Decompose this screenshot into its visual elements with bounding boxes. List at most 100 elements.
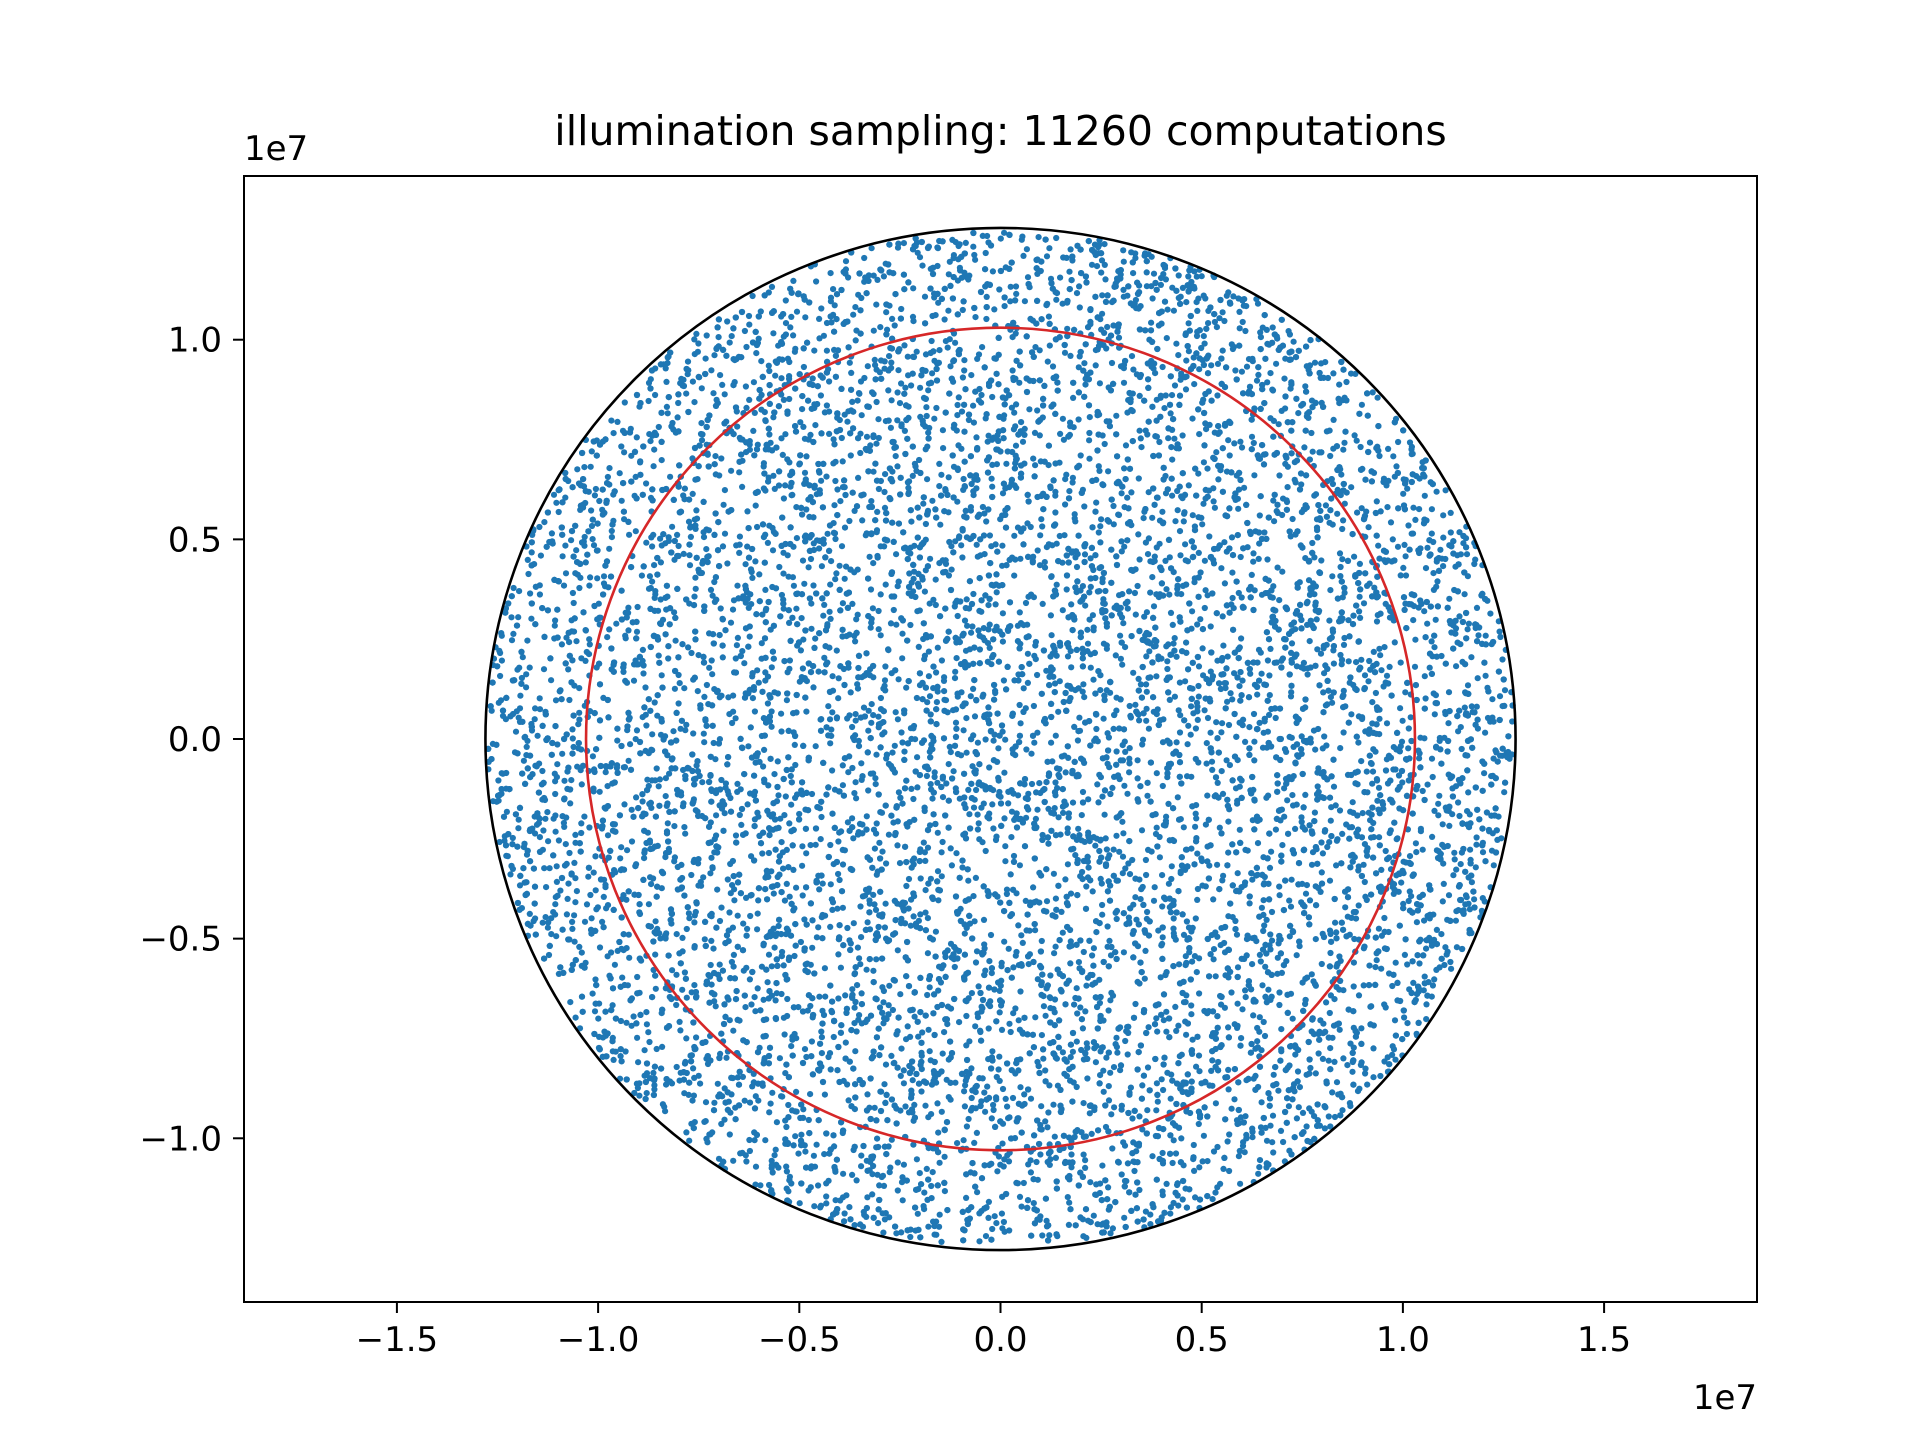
scatter-point — [1046, 245, 1053, 252]
scatter-point — [1391, 639, 1398, 646]
scatter-point — [1211, 504, 1218, 511]
scatter-point — [1329, 699, 1336, 706]
scatter-point — [955, 394, 962, 401]
scatter-point — [1064, 861, 1071, 868]
scatter-point — [1267, 645, 1274, 653]
scatter-point — [1308, 861, 1316, 868]
scatter-point — [979, 1005, 986, 1012]
scatter-point — [1101, 241, 1108, 248]
scatter-point — [953, 655, 960, 662]
scatter-point — [1334, 510, 1341, 517]
scatter-point — [1007, 1028, 1014, 1036]
scatter-point — [1375, 925, 1382, 932]
scatter-point — [936, 347, 943, 354]
scatter-point — [1435, 800, 1442, 807]
scatter-point — [1159, 1149, 1166, 1157]
scatter-point — [693, 1034, 700, 1041]
scatter-point — [854, 397, 861, 404]
scatter-point — [1120, 247, 1127, 254]
scatter-point — [682, 830, 689, 837]
scatter-point — [715, 334, 722, 341]
scatter-point — [650, 1069, 657, 1076]
scatter-point — [972, 959, 980, 966]
scatter-point — [760, 763, 767, 770]
scatter-point — [1085, 796, 1092, 803]
scatter-point — [689, 378, 697, 385]
scatter-point — [1110, 1064, 1118, 1071]
scatter-point — [731, 897, 738, 904]
scatter-point — [989, 1225, 996, 1233]
scatter-point — [1403, 1030, 1410, 1038]
scatter-point — [1066, 1199, 1073, 1206]
scatter-point — [752, 502, 759, 509]
scatter-point — [908, 785, 915, 793]
scatter-point — [936, 483, 943, 490]
scatter-point — [1381, 644, 1388, 651]
scatter-point — [1445, 720, 1452, 727]
scatter-point — [1355, 739, 1362, 746]
scatter-point — [651, 562, 658, 569]
scatter-point — [984, 232, 991, 240]
scatter-point — [773, 1119, 781, 1126]
scatter-point — [1239, 677, 1246, 684]
scatter-point — [1005, 945, 1012, 952]
scatter-point — [757, 1182, 764, 1189]
scatter-point — [849, 723, 856, 731]
scatter-point — [1428, 638, 1435, 645]
scatter-point — [744, 508, 751, 515]
scatter-point — [857, 903, 864, 910]
scatter-point — [515, 816, 522, 823]
scatter-point — [1165, 880, 1172, 887]
scatter-point — [1330, 416, 1337, 423]
scatter-point — [1036, 432, 1043, 439]
scatter-point — [636, 910, 644, 918]
scatter-point — [801, 916, 808, 923]
scatter-point — [507, 871, 514, 878]
scatter-point — [1007, 871, 1014, 878]
scatter-point — [1370, 1045, 1377, 1052]
scatter-point — [1360, 600, 1368, 607]
scatter-point — [1220, 1165, 1227, 1172]
scatter-point — [1295, 1104, 1302, 1111]
scatter-point — [780, 1014, 788, 1021]
scatter-point — [1119, 818, 1126, 825]
scatter-point — [791, 952, 798, 960]
scatter-point — [1214, 392, 1221, 399]
scatter-point — [1228, 1105, 1235, 1112]
scatter-point — [647, 438, 654, 445]
scatter-point — [1376, 452, 1383, 460]
scatter-point — [913, 1156, 921, 1163]
scatter-point — [967, 693, 974, 700]
scatter-point — [855, 664, 862, 672]
scatter-point — [1260, 1018, 1267, 1026]
scatter-point — [844, 715, 851, 722]
scatter-point — [1150, 897, 1158, 904]
scatter-point — [592, 485, 600, 493]
scatter-point — [600, 893, 607, 901]
scatter-point — [716, 961, 723, 968]
scatter-point — [1020, 1179, 1027, 1187]
scatter-point — [667, 473, 674, 480]
scatter-point — [971, 1139, 978, 1146]
scatter-point — [1354, 509, 1361, 516]
scatter-point — [926, 1048, 933, 1055]
scatter-point — [1426, 664, 1433, 671]
scatter-point — [1213, 324, 1220, 331]
scatter-point — [1201, 707, 1208, 714]
scatter-point — [1431, 711, 1438, 718]
scatter-point — [1105, 734, 1112, 741]
scatter-point — [683, 994, 690, 1001]
scatter-point — [540, 827, 547, 834]
scatter-point — [788, 1043, 795, 1050]
scatter-point — [510, 630, 517, 638]
scatter-point — [875, 416, 882, 423]
scatter-point — [637, 458, 644, 465]
scatter-point — [652, 985, 659, 992]
scatter-point — [872, 906, 880, 914]
scatter-point — [724, 876, 731, 883]
scatter-point — [711, 1099, 718, 1106]
scatter-point — [1150, 603, 1158, 610]
scatter-point — [795, 1004, 802, 1011]
scatter-point — [1214, 360, 1222, 367]
scatter-point — [557, 887, 564, 894]
